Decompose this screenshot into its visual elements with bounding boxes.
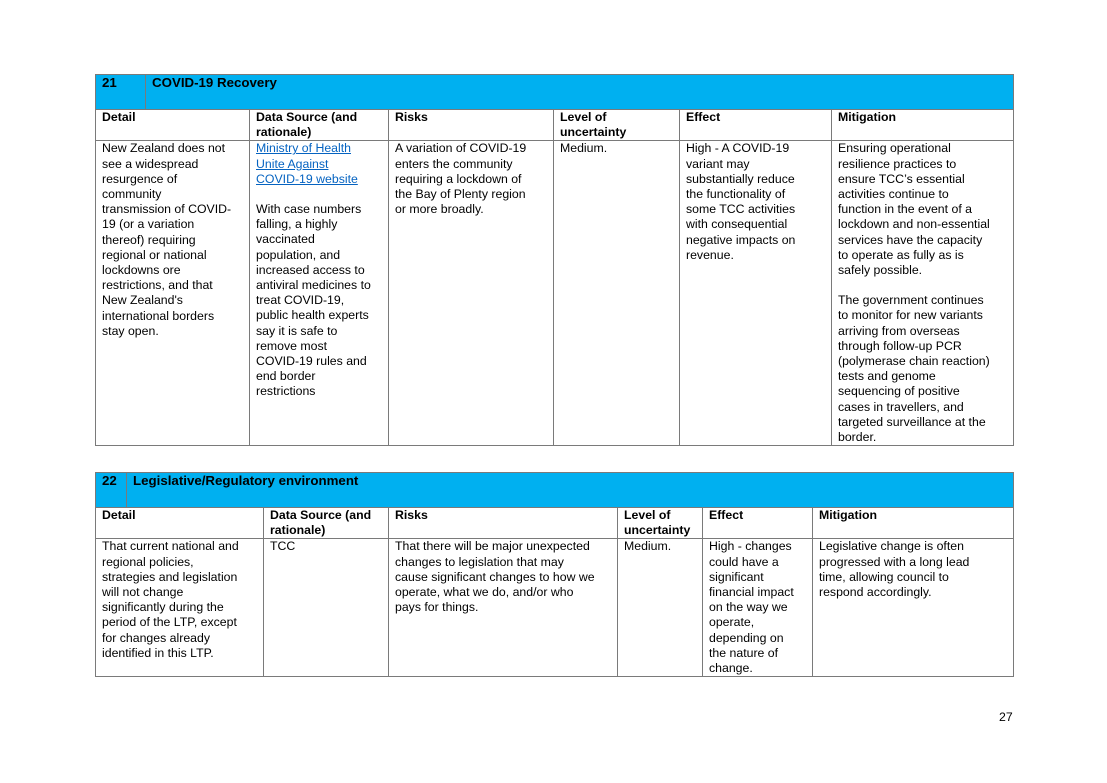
detail-cell: New Zealand does not see a widespread re… [102,141,232,338]
uncertainty-cell: Medium. [560,141,608,156]
col-header-source: Data Source (and rationale) [263,506,389,540]
column-header-row: Detail Data Source (and rationale) Risks… [95,108,1014,142]
col-header-risks: Risks [388,108,554,142]
column-header-row: Detail Data Source (and rationale) Risks… [95,506,1015,540]
assumption-number: 21 [95,74,146,110]
ministry-of-health-link[interactable]: Ministry of Health Unite Against COVID-1… [256,141,358,186]
col-header-mitigation: Mitigation [811,506,1015,540]
col-header-mitigation: Mitigation [831,108,1014,142]
assumption-table-legislative: 22 Legislative/Regulatory environment De… [95,472,1015,678]
source-rationale: With case numbers falling, a highly vacc… [256,202,371,399]
detail-cell: That current national and regional polic… [102,539,239,660]
effect-cell: High - changes could have a significant … [709,539,794,676]
risks-cell: That there will be major unexpected chan… [395,539,595,615]
mitigation-text: Ensuring operational resilience practice… [838,141,990,278]
source-rationale: TCC [270,539,296,554]
col-header-detail: Detail [95,108,250,142]
assumption-number: 22 [95,472,127,508]
col-header-effect: Effect [702,506,813,540]
table-header-row: 22 Legislative/Regulatory environment [95,472,1015,508]
col-header-source: Data Source (and rationale) [249,108,389,142]
mitigation-text: Legislative change is often progressed w… [819,539,970,600]
col-header-uncertainty: Level of uncertainty [617,506,703,540]
col-header-detail: Detail [95,506,264,540]
col-header-effect: Effect [679,108,832,142]
assumption-title: Legislative/Regulatory environment [125,472,1015,508]
col-header-risks: Risks [388,506,618,540]
col-header-uncertainty: Level of uncertainty [553,108,680,142]
table-row: That current national and regional polic… [95,538,1015,678]
mitigation-text: The government continues to monitor for … [838,293,990,445]
table-row: New Zealand does not see a widespread re… [95,140,1014,447]
effect-cell: High - A COVID-19 variant may substantia… [686,141,796,262]
table-header-row: 21 COVID-19 Recovery [95,74,1014,110]
page-number: 27 [999,710,1013,724]
uncertainty-cell: Medium. [624,539,672,554]
assumption-title: COVID-19 Recovery [145,74,1014,110]
risks-cell: A variation of COVID-19 enters the commu… [395,141,527,217]
assumption-table-covid: 21 COVID-19 Recovery Detail Data Source … [95,74,1014,447]
